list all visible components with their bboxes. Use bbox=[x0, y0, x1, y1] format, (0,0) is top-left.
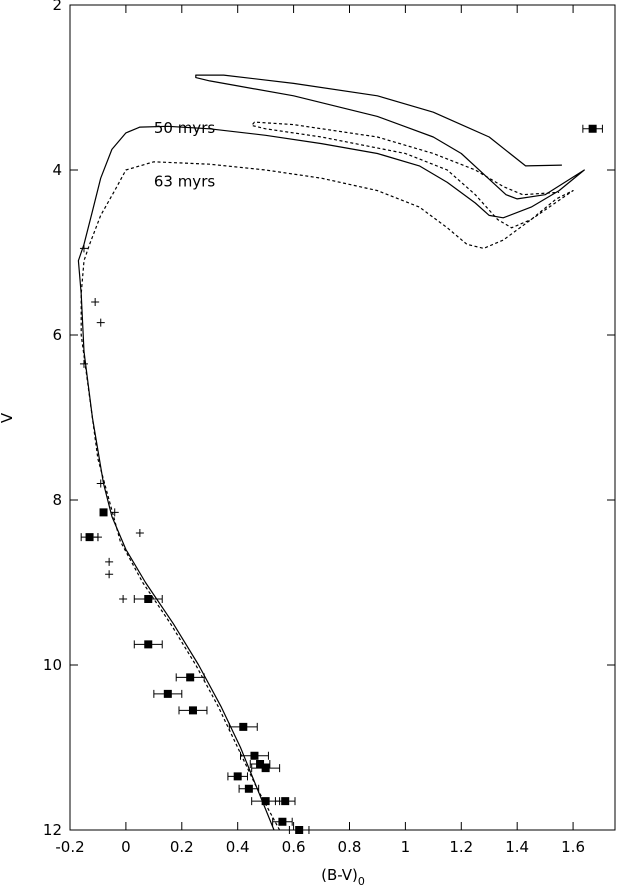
plus-point bbox=[79, 244, 88, 253]
y-tick-label: 6 bbox=[52, 326, 62, 344]
x-axis-label-sub: 0 bbox=[358, 875, 365, 888]
isochrone-63myr-line bbox=[80, 121, 574, 831]
plus-point bbox=[105, 570, 114, 579]
plus-point bbox=[119, 595, 128, 603]
y-tick-label: 2 bbox=[52, 0, 62, 14]
axis-ticks: -0.2 0 0.2 0.4 0.6 0.8 1 1.2 1.4 1.6 2 4 6 8 10 12 bbox=[43, 0, 615, 856]
x-axis-label: (B-V)0 bbox=[321, 866, 365, 888]
isochrone-label: 63 myrs bbox=[154, 173, 216, 191]
square-point bbox=[233, 772, 242, 781]
x-tick-label: 1.2 bbox=[449, 838, 473, 856]
square-point bbox=[256, 760, 265, 768]
plot-frame bbox=[69, 4, 616, 831]
x-tick-label: 1.6 bbox=[561, 838, 585, 856]
square-point bbox=[85, 533, 94, 542]
square-point bbox=[588, 124, 597, 133]
square-point bbox=[281, 797, 290, 806]
isochrone-label: 50 myrs bbox=[154, 119, 216, 137]
square-point bbox=[188, 706, 197, 715]
annotations: 50 myrs 63 myrs bbox=[154, 119, 216, 191]
square-point bbox=[144, 595, 153, 603]
square-point bbox=[163, 689, 172, 698]
y-tick-label: 12 bbox=[43, 821, 62, 839]
square-point bbox=[99, 508, 108, 517]
y-tick-label: 10 bbox=[43, 656, 62, 674]
y-tick-label: 4 bbox=[52, 161, 62, 179]
x-tick-label: 0.4 bbox=[226, 838, 250, 856]
square-point bbox=[261, 797, 270, 806]
y-axis-label: V bbox=[0, 412, 16, 423]
plus-point bbox=[105, 557, 114, 566]
plus-point bbox=[96, 479, 105, 488]
isochrone-curves bbox=[77, 74, 585, 831]
square-point bbox=[239, 722, 248, 731]
plus-point bbox=[93, 533, 102, 542]
x-tick-label: 0 bbox=[121, 838, 131, 856]
plus-point bbox=[96, 318, 105, 327]
square-point bbox=[186, 673, 195, 682]
x-tick-label: 1 bbox=[401, 838, 411, 856]
square-point bbox=[250, 751, 259, 760]
square-point bbox=[244, 784, 253, 793]
x-tick-label: 1.4 bbox=[505, 838, 529, 856]
plus-point bbox=[135, 529, 144, 537]
x-tick-label: 0.6 bbox=[282, 838, 306, 856]
square-point bbox=[278, 817, 287, 826]
plus-point bbox=[110, 508, 119, 517]
square-point bbox=[261, 764, 270, 773]
y-tick-label: 8 bbox=[52, 491, 62, 509]
plus-point bbox=[79, 359, 88, 368]
x-axis-label-main: (B-V) bbox=[321, 866, 358, 884]
data-points bbox=[79, 124, 603, 834]
square-point bbox=[295, 826, 304, 834]
x-tick-label: -0.2 bbox=[55, 838, 84, 856]
x-tick-label: 0.8 bbox=[338, 838, 362, 856]
x-tick-label: 0.2 bbox=[170, 838, 194, 856]
isochrone-50myr-line bbox=[77, 74, 585, 831]
plus-point bbox=[91, 298, 100, 306]
square-point bbox=[144, 640, 153, 649]
